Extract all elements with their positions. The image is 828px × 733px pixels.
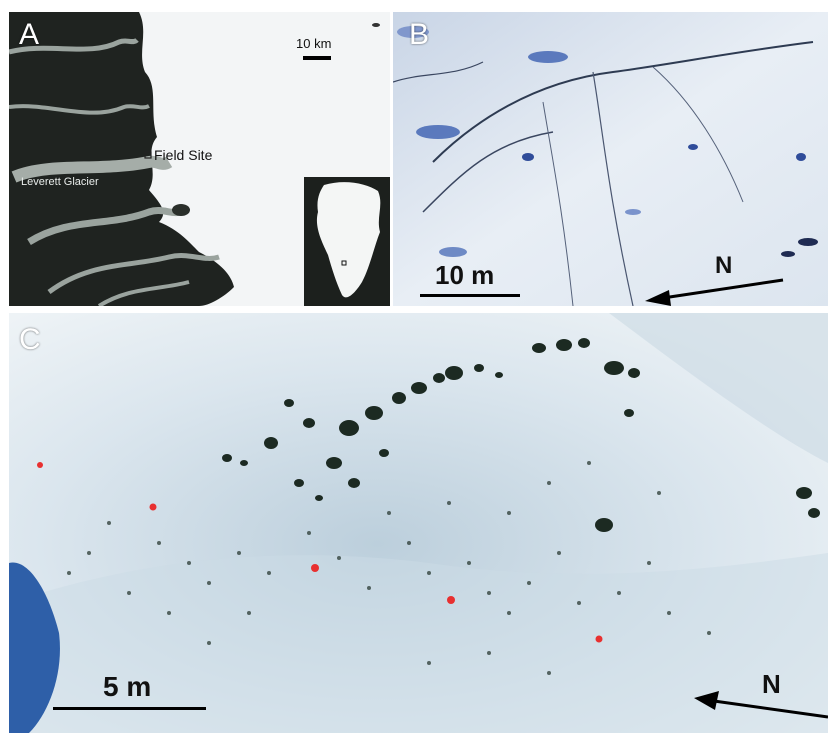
red-marker [311,564,319,572]
panel-b-ice-surface [393,12,828,306]
panel-b-aerial-photo: B 10 m N [393,12,828,306]
sample-markers [37,462,603,643]
panel-a-letter: A [19,18,40,51]
red-marker [37,462,43,468]
panel-b-letter: B [409,18,430,51]
leverett-glacier-label: Leverett Glacier [21,176,99,188]
cryoconite-holes [222,338,820,532]
panel-c-scale-label: 5 m [103,671,152,702]
red-marker [595,635,603,643]
panel-a-terrain [9,12,390,306]
panel-b-scale-label: 10 m [435,260,495,290]
panel-a-map: A 10 km Field Site Leverett Glacier [9,12,390,306]
panel-a-scale-label: 10 km [296,36,332,51]
panel-c-letter: C [19,323,41,356]
red-marker [447,596,455,604]
red-marker [149,503,157,511]
field-site-label: Field Site [154,147,213,163]
panel-b-north-label: N [715,252,733,279]
panel-c-north-label: N [762,669,781,699]
panel-c-ice-surface [9,313,828,733]
greenland-inset-map [304,177,390,306]
panel-c-ice-photo: C 5 m N [9,313,828,733]
